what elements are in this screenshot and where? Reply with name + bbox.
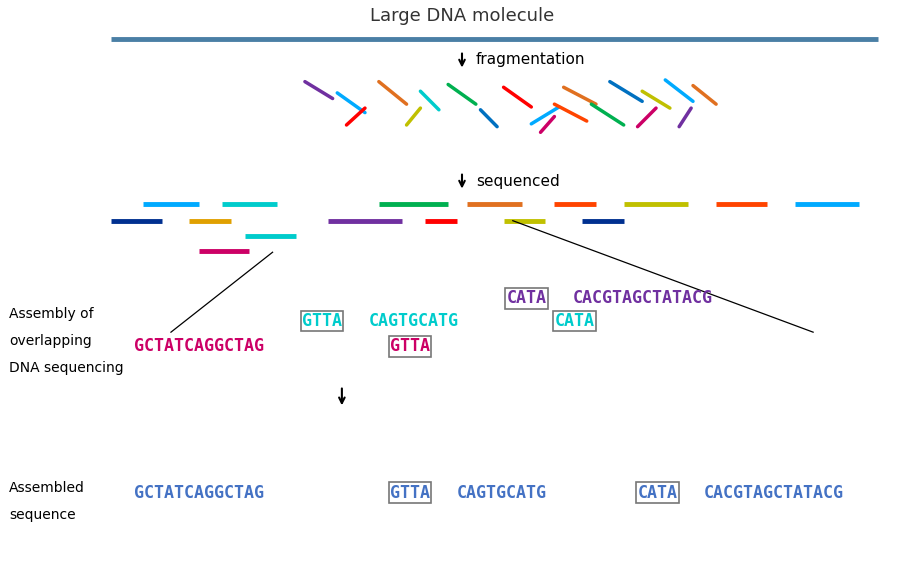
- Text: CAGTGCATG: CAGTGCATG: [456, 484, 546, 502]
- Text: GTTA: GTTA: [302, 312, 342, 330]
- Text: Assembled: Assembled: [9, 481, 85, 495]
- Text: sequenced: sequenced: [476, 174, 560, 189]
- Text: Large DNA molecule: Large DNA molecule: [370, 7, 554, 25]
- Text: GCTATCAGGCTAG: GCTATCAGGCTAG: [134, 337, 264, 355]
- Text: CATA: CATA: [506, 289, 546, 307]
- Text: CACGTAGCTATACG: CACGTAGCTATACG: [573, 289, 713, 307]
- Text: CATA: CATA: [638, 484, 677, 502]
- Text: GCTATCAGGCTAG: GCTATCAGGCTAG: [134, 484, 264, 502]
- Text: Assembly of: Assembly of: [9, 307, 94, 321]
- Text: sequence: sequence: [9, 508, 76, 522]
- Text: CAGTGCATG: CAGTGCATG: [369, 312, 458, 330]
- Text: CATA: CATA: [554, 312, 594, 330]
- Text: overlapping: overlapping: [9, 334, 92, 348]
- Text: fragmentation: fragmentation: [476, 52, 586, 66]
- Text: GTTA: GTTA: [390, 337, 430, 355]
- Text: CACGTAGCTATACG: CACGTAGCTATACG: [704, 484, 845, 502]
- Text: GTTA: GTTA: [390, 484, 430, 502]
- Text: DNA sequencing: DNA sequencing: [9, 361, 124, 375]
